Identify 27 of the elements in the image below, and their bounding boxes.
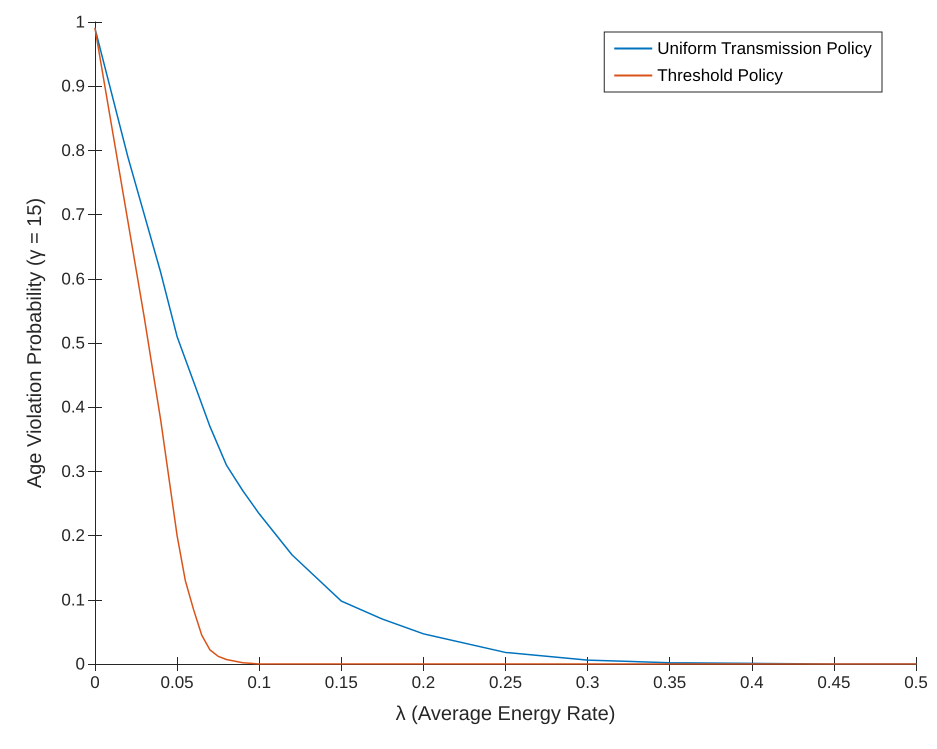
x-tick-label: 0.15: [324, 673, 358, 692]
x-tick-label: 0.5: [904, 673, 928, 692]
y-axis-title: Age Violation Probability (γ = 15): [24, 198, 46, 488]
y-tick-label: 0.6: [61, 269, 85, 288]
line-series: [94, 28, 917, 665]
legend-label: Threshold Policy: [657, 66, 784, 85]
x-tick-label: 0: [90, 673, 100, 692]
x-tick-label: 0.1: [247, 673, 272, 692]
x-tick-label: 0.35: [653, 673, 686, 692]
x-tick-label: 0.45: [817, 673, 850, 692]
x-axis-title: λ (Average Energy Rate): [396, 703, 616, 725]
x-tick-label: 0.05: [160, 673, 194, 692]
x-tick-label: 0.25: [488, 673, 522, 692]
x-tick-label: 0.4: [740, 673, 764, 692]
y-tick-label: 1: [76, 12, 85, 32]
x-tick-label: 0.2: [412, 673, 436, 692]
legend-label: Uniform Transmission Policy: [657, 39, 872, 58]
y-tick-label: 0.7: [61, 205, 85, 224]
y-tick-label: 0.1: [61, 590, 85, 610]
x-tick-label: 0.3: [576, 673, 600, 692]
y-tick-label: 0.3: [61, 462, 85, 481]
y-tick-label: 0.5: [61, 334, 85, 352]
y-tick-label: 0.2: [61, 526, 85, 546]
y-tick-label: 0: [76, 654, 85, 674]
y-tick-label: 0.8: [61, 140, 85, 160]
y-tick-label: 0.4: [61, 398, 85, 417]
y-tick-label: 0.9: [61, 76, 85, 96]
